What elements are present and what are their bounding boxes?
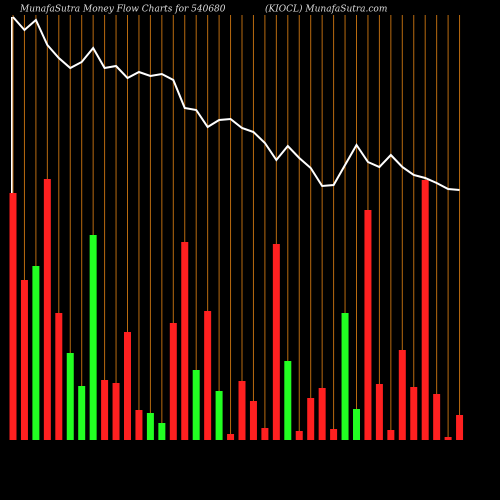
bar xyxy=(398,350,406,440)
bar xyxy=(55,313,63,440)
bar xyxy=(146,413,154,440)
bar xyxy=(330,429,338,440)
bar xyxy=(215,391,223,440)
bar xyxy=(341,313,349,440)
bar xyxy=(444,437,452,440)
bar xyxy=(135,410,143,440)
bar xyxy=(20,280,28,440)
bar xyxy=(204,311,212,440)
bar xyxy=(272,244,280,440)
bar xyxy=(318,388,326,440)
bar xyxy=(32,266,40,440)
bar xyxy=(375,384,383,440)
bar xyxy=(307,398,315,440)
bar xyxy=(66,353,74,440)
bar xyxy=(9,193,17,440)
line xyxy=(12,16,460,191)
bar xyxy=(192,370,200,440)
bar xyxy=(78,386,86,440)
chart-subtitle: (KIOCL) MunafaSutra.com xyxy=(265,4,387,15)
bar xyxy=(364,210,372,440)
bar xyxy=(158,423,166,440)
bar xyxy=(456,415,464,440)
bar xyxy=(43,179,51,440)
chart-title: MunafaSutra Money Flow Charts for 540680 xyxy=(19,5,226,15)
bar xyxy=(421,180,429,440)
bar xyxy=(249,401,257,440)
bar xyxy=(227,434,235,440)
bar xyxy=(387,430,395,440)
bar xyxy=(261,428,269,440)
bar xyxy=(284,361,292,440)
bar xyxy=(169,323,177,440)
bar xyxy=(124,332,131,440)
bar xyxy=(410,387,418,440)
bar xyxy=(433,394,441,440)
bar xyxy=(238,381,246,440)
bar xyxy=(101,380,109,440)
bar xyxy=(112,383,120,440)
bar xyxy=(353,409,360,440)
bar xyxy=(89,235,97,440)
bar xyxy=(181,242,189,440)
bar xyxy=(295,431,303,440)
